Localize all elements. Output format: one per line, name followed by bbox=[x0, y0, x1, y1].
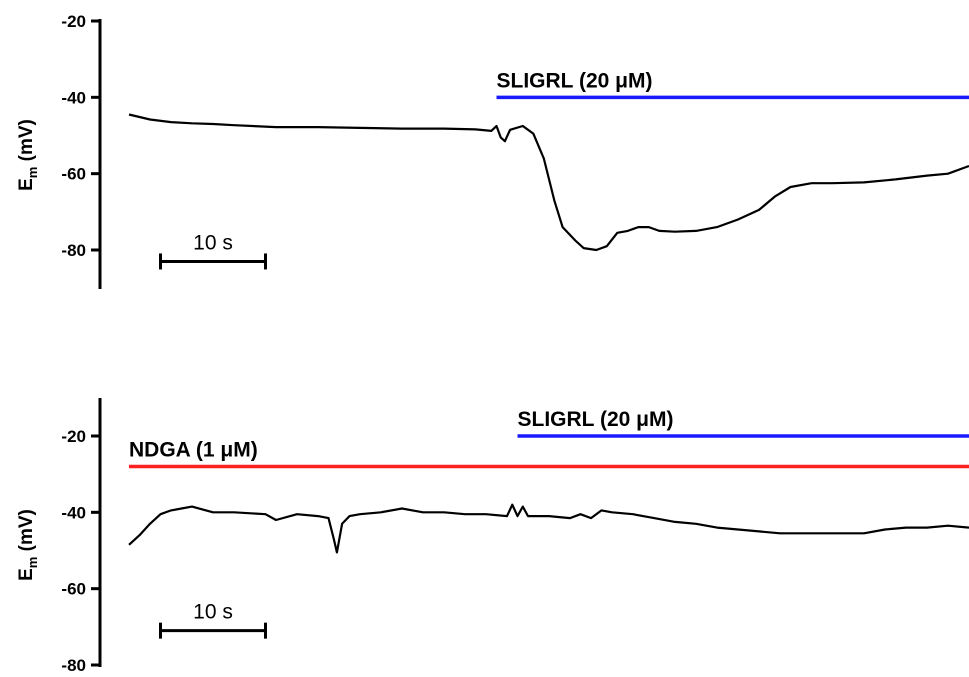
y-tick-label: -20 bbox=[61, 12, 86, 31]
scale-bar-label-bottom: 10 s bbox=[193, 601, 233, 624]
voltage-trace-bottom bbox=[128, 503, 969, 554]
panel-top: -20 -40 -60 -80 Em (mV) SLIGRL (20 μM) 10 s bbox=[16, 12, 969, 289]
voltage-trace-top bbox=[128, 113, 969, 252]
y-tick-label: -40 bbox=[61, 88, 86, 107]
y-tick-label: -60 bbox=[61, 165, 86, 184]
application-label: SLIGRL (20 μM) bbox=[497, 69, 653, 92]
scale-bar-top: 10 s bbox=[159, 231, 267, 270]
y-tick-label: -60 bbox=[61, 580, 86, 599]
application-bars-top: SLIGRL (20 μM) bbox=[496, 69, 969, 100]
scale-bar-bottom: 10 s bbox=[159, 601, 267, 639]
y-axis-label-top: Em (mV) bbox=[16, 119, 40, 191]
y-ticks-top: -20 -40 -60 -80 bbox=[61, 12, 100, 260]
scale-bar-label-top: 10 s bbox=[193, 231, 233, 254]
application-label: NDGA (1 μM) bbox=[129, 439, 258, 462]
y-ticks-bottom: -20 -40 -60 -80 bbox=[61, 427, 100, 675]
y-tick-label: -40 bbox=[61, 503, 86, 522]
y-tick-label: -80 bbox=[61, 656, 86, 675]
y-axis-label-bottom: Em (mV) bbox=[16, 509, 40, 581]
y-tick-label: -20 bbox=[61, 427, 86, 446]
y-tick-label: -80 bbox=[61, 241, 86, 260]
application-bars-bottom: SLIGRL (20 μM) NDGA (1 μM) bbox=[129, 408, 969, 469]
panel-bottom: -20 -40 -60 -80 Em (mV) SLIGRL (20 μM) NDGA … bbox=[16, 398, 969, 675]
application-label: SLIGRL (20 μM) bbox=[518, 408, 674, 431]
